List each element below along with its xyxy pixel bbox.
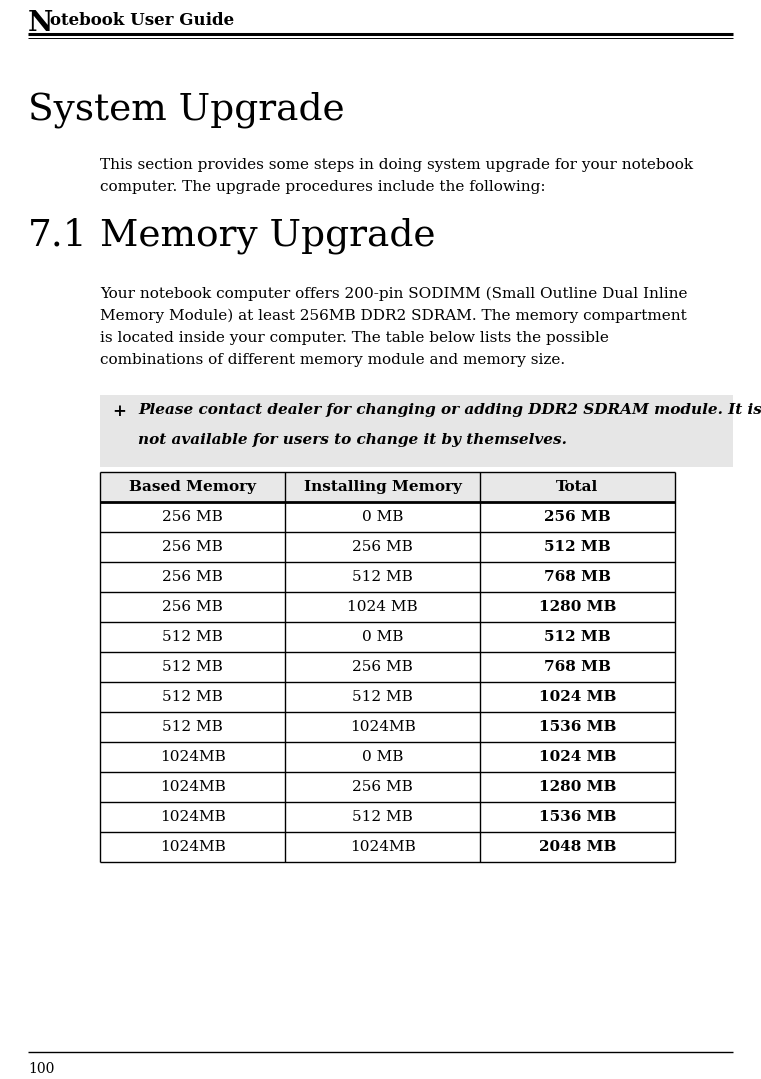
Text: Please contact dealer for changing or adding DDR2 SDRAM module. It is: Please contact dealer for changing or ad… <box>138 402 761 416</box>
Text: 1024MB: 1024MB <box>160 750 225 764</box>
Text: 768 MB: 768 MB <box>544 570 611 584</box>
Text: 1024MB: 1024MB <box>160 839 225 853</box>
Text: 1024 MB: 1024 MB <box>539 689 616 704</box>
Text: 256 MB: 256 MB <box>162 510 223 524</box>
Text: 0 MB: 0 MB <box>361 750 403 764</box>
Text: Installing Memory: Installing Memory <box>304 480 461 494</box>
Text: 256 MB: 256 MB <box>352 780 413 794</box>
Text: Total: Total <box>556 480 599 494</box>
Text: 100: 100 <box>28 1062 54 1076</box>
Text: 1024MB: 1024MB <box>160 810 225 824</box>
Text: 512 MB: 512 MB <box>352 810 413 824</box>
Text: 512 MB: 512 MB <box>162 660 223 674</box>
Text: 1024MB: 1024MB <box>160 780 225 794</box>
Text: Your notebook computer offers 200-pin SODIMM (Small Outline Dual Inline: Your notebook computer offers 200-pin SO… <box>100 287 687 301</box>
Text: 768 MB: 768 MB <box>544 660 611 674</box>
Text: 512 MB: 512 MB <box>544 630 611 644</box>
Text: 1024 MB: 1024 MB <box>539 750 616 764</box>
Text: Memory Upgrade: Memory Upgrade <box>100 218 435 255</box>
Text: +: + <box>112 402 126 420</box>
Text: 1536 MB: 1536 MB <box>539 720 616 734</box>
Text: 256 MB: 256 MB <box>162 540 223 554</box>
Text: 256 MB: 256 MB <box>352 660 413 674</box>
Bar <box>100 472 675 502</box>
Text: 256 MB: 256 MB <box>352 540 413 554</box>
Text: 1280 MB: 1280 MB <box>539 600 616 614</box>
Text: 0 MB: 0 MB <box>361 510 403 524</box>
Text: 1536 MB: 1536 MB <box>539 810 616 824</box>
Text: 2048 MB: 2048 MB <box>539 839 616 853</box>
Text: Memory Module) at least 256MB DDR2 SDRAM. The memory compartment: Memory Module) at least 256MB DDR2 SDRAM… <box>100 309 686 324</box>
Text: Based Memory: Based Memory <box>129 480 256 494</box>
Text: 512 MB: 512 MB <box>352 689 413 704</box>
Text: 512 MB: 512 MB <box>162 720 223 734</box>
Text: is located inside your computer. The table below lists the possible: is located inside your computer. The tab… <box>100 331 609 345</box>
Text: 256 MB: 256 MB <box>162 600 223 614</box>
Text: 1024MB: 1024MB <box>349 720 416 734</box>
Text: 512 MB: 512 MB <box>162 630 223 644</box>
Text: N: N <box>28 10 53 37</box>
Text: 1024MB: 1024MB <box>349 839 416 853</box>
Text: 256 MB: 256 MB <box>162 570 223 584</box>
Text: 1024 MB: 1024 MB <box>347 600 418 614</box>
Text: 512 MB: 512 MB <box>162 689 223 704</box>
Bar <box>100 472 675 862</box>
Text: otebook User Guide: otebook User Guide <box>50 12 234 29</box>
Text: 1280 MB: 1280 MB <box>539 780 616 794</box>
Text: combinations of different memory module and memory size.: combinations of different memory module … <box>100 353 565 367</box>
Text: 256 MB: 256 MB <box>544 510 611 524</box>
Text: This section provides some steps in doing system upgrade for your notebook: This section provides some steps in doin… <box>100 158 693 172</box>
Text: 0 MB: 0 MB <box>361 630 403 644</box>
Bar <box>100 395 733 467</box>
Text: 7.1: 7.1 <box>28 218 88 254</box>
Text: 512 MB: 512 MB <box>544 540 611 554</box>
Text: not available for users to change it by themselves.: not available for users to change it by … <box>138 433 567 447</box>
Text: computer. The upgrade procedures include the following:: computer. The upgrade procedures include… <box>100 180 546 194</box>
Text: System Upgrade: System Upgrade <box>28 92 345 128</box>
Text: 512 MB: 512 MB <box>352 570 413 584</box>
